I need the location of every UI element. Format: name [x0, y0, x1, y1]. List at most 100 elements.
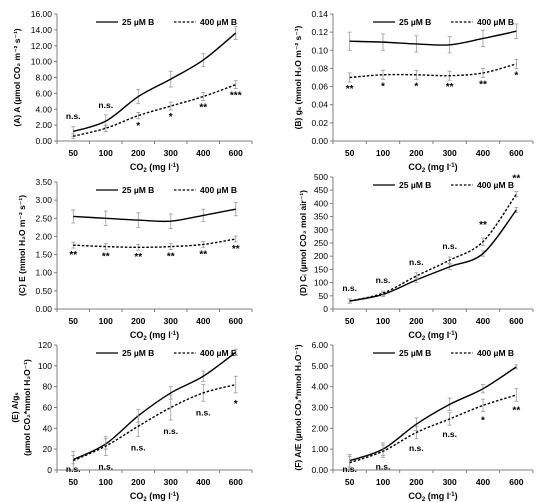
y-tick-label: 300	[314, 225, 328, 235]
y-tick-label: 120	[38, 340, 52, 350]
panel-2: 0.00 0.50 1.00 1.50 2.00 2.50 3.00 3.50 50 100 200…	[17, 177, 253, 342]
y-tick-label: 500	[314, 172, 328, 182]
significance-label: n.s.	[98, 461, 113, 471]
legend-label-1: 400 µM B	[477, 17, 514, 27]
significance-label: **	[512, 405, 520, 416]
x-tick-label: 600	[229, 148, 243, 158]
legend-label-0: 25 µM B	[122, 348, 154, 358]
significance-label: n.s.	[409, 257, 424, 267]
x-tick-label: 400	[476, 477, 490, 487]
x-tick-label: 300	[443, 148, 457, 158]
y-tick-label: 250	[314, 238, 328, 248]
legend-label-1: 400 µM B	[200, 348, 237, 358]
y-tick-label: 8.00	[35, 73, 52, 83]
y-tick-label: 0.08	[311, 63, 328, 73]
y-tick-label: 0.04	[311, 100, 328, 110]
y-tick-label: 16.00	[31, 9, 53, 19]
legend-label-0: 25 µM B	[122, 185, 154, 195]
y-tick-label: 12.00	[31, 41, 53, 51]
y-tick-label: 4.00	[311, 382, 328, 392]
y-tick-label: 200	[314, 251, 328, 261]
panel-3: 0 50 100 150 200 250 300 350 400 450 500 50 100 200 30…	[298, 172, 534, 342]
x-tick-label: 50	[345, 477, 355, 487]
significance-label: ***	[230, 91, 242, 102]
significance-label: **	[69, 250, 77, 261]
panel-4: 0 20 40 60 80 100 120 50 100 200 300 400 600 CO2 (mg …	[10, 340, 253, 502]
y-tick-label: 1.50	[35, 250, 52, 260]
y-tick-label: 10.00	[31, 57, 53, 67]
significance-label: n.s.	[131, 443, 146, 453]
x-tick-label: 300	[164, 316, 178, 326]
y-tick-label: 0	[47, 465, 52, 475]
y-axis-title: (D) Cᵢ (µmol CO₂ mol air⁻¹)	[298, 190, 308, 296]
y-tick-label: 0	[323, 304, 328, 314]
x-tick-label: 600	[509, 477, 523, 487]
y-tick-label: 80	[43, 382, 53, 392]
significance-label: **	[102, 251, 110, 262]
legend-label-1: 400 µM B	[477, 180, 514, 190]
y-tick-label: 50	[319, 291, 329, 301]
significance-label: **	[512, 174, 520, 185]
legend-label-0: 25 µM B	[122, 17, 154, 27]
series-line-1	[349, 193, 517, 302]
x-tick-label: 100	[376, 316, 390, 326]
y-tick-label: 5.00	[311, 361, 328, 371]
y-tick-label: 0.00	[35, 304, 52, 314]
y-tick-label: 0.02	[311, 118, 328, 128]
significance-label: n.s.	[376, 275, 391, 285]
panel-1: 0.00 0.02 0.04 0.06 0.08 0.10 0.12 0.14 50 100 200…	[293, 9, 534, 174]
panel-5: 0.00 1.00 2.00 3.00 4.00 5.00 6.00 50 100 200 300 4…	[293, 340, 534, 502]
significance-label: n.s.	[66, 111, 81, 121]
significance-label: n.s.	[196, 407, 211, 417]
significance-label: n.s.	[98, 100, 113, 110]
y-tick-label: 2.00	[35, 231, 52, 241]
x-axis-title: CO2 (mg l-1)	[408, 330, 457, 342]
y-tick-label: 6.00	[311, 340, 328, 350]
x-tick-label: 50	[69, 316, 79, 326]
y-axis-title: (F) A/E (µmol CO₂*mmol H₂O⁻¹)	[293, 344, 303, 470]
y-tick-label: 2.50	[35, 213, 52, 223]
y-tick-label: 400	[314, 198, 328, 208]
x-tick-label: 400	[476, 148, 490, 158]
y-axis-title: (B) gₛ (mmol H₂O m⁻² s⁻¹)	[293, 25, 303, 129]
significance-label: **	[446, 82, 454, 93]
series-line-1	[349, 394, 517, 464]
x-tick-label: 100	[99, 148, 113, 158]
significance-label: n.s.	[376, 462, 391, 472]
y-tick-label: 60	[43, 403, 53, 413]
y-tick-label: 4.00	[35, 104, 52, 114]
y-tick-label: 1.00	[311, 444, 328, 454]
significance-label: *	[381, 81, 385, 92]
x-tick-label: 200	[409, 316, 423, 326]
y-tick-label: 3.00	[35, 195, 52, 205]
y-tick-label: 3.50	[35, 177, 52, 187]
y-tick-label: 0.00	[35, 136, 52, 146]
x-tick-label: 300	[164, 148, 178, 158]
x-tick-label: 200	[131, 477, 145, 487]
x-tick-label: 100	[376, 477, 390, 487]
significance-label: n.s.	[342, 464, 357, 474]
x-tick-label: 50	[69, 148, 79, 158]
x-tick-label: 400	[196, 316, 210, 326]
significance-label: *	[234, 399, 238, 410]
series-line-0	[73, 208, 236, 223]
significance-label: **	[167, 251, 175, 262]
x-tick-label: 200	[409, 148, 423, 158]
x-axis-title: CO2 (mg l-1)	[130, 491, 179, 502]
y-tick-label: 150	[314, 264, 328, 274]
x-tick-label: 600	[509, 148, 523, 158]
y-axis-title-line2: (µmol CO₂*mmol H₂O⁻¹)	[22, 359, 32, 456]
x-tick-label: 50	[69, 477, 79, 487]
legend-label-0: 25 µM B	[399, 348, 431, 358]
y-tick-label: 0.14	[311, 9, 328, 19]
x-axis-title: CO2 (mg l-1)	[130, 330, 179, 342]
significance-label: *	[514, 70, 518, 81]
y-tick-label: 0.50	[35, 286, 52, 296]
y-tick-label: 0.00	[311, 136, 328, 146]
significance-label: n.s.	[342, 283, 357, 293]
x-tick-label: 400	[476, 316, 490, 326]
significance-label: *	[169, 112, 173, 123]
y-axis-title: (C) E (mmol H₂O m⁻² s⁻¹)	[17, 195, 27, 296]
x-tick-label: 300	[164, 477, 178, 487]
significance-label: **	[199, 103, 207, 114]
